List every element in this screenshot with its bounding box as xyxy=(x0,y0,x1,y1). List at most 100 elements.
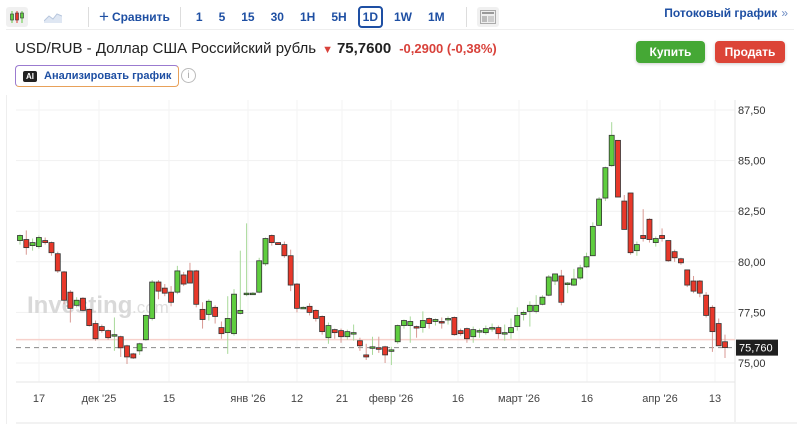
candle xyxy=(464,328,470,340)
y-tick-label: 82,50 xyxy=(738,206,766,218)
area-chart-icon[interactable] xyxy=(42,7,64,27)
timeframe-1m[interactable]: 1M xyxy=(428,9,445,24)
candle xyxy=(722,341,728,349)
candle xyxy=(382,346,388,356)
candle xyxy=(709,306,716,333)
candle xyxy=(438,321,445,324)
candlestick-chart[interactable]: 87,50 85,00 82,50 80,00 77,50 75,00 17 дек '25 1… xyxy=(7,95,800,424)
candle xyxy=(224,318,231,334)
price-chart[interactable]: 87,50 85,00 82,50 80,00 77,50 75,00 17 дек '25 1… xyxy=(6,95,800,424)
candle xyxy=(262,238,269,265)
candle xyxy=(180,274,187,285)
candle xyxy=(571,278,577,286)
candle xyxy=(696,280,703,294)
candlestick-icon[interactable] xyxy=(6,6,28,27)
compare-button[interactable]: + Сравнить xyxy=(99,6,170,26)
candle xyxy=(476,330,483,333)
y-tick-label: 85,00 xyxy=(738,156,766,168)
timeframe-5[interactable]: 5 xyxy=(218,9,226,24)
divider xyxy=(465,6,467,27)
candle xyxy=(489,327,495,330)
candle xyxy=(684,269,691,286)
candle xyxy=(394,325,401,343)
x-tick-label: март '26 xyxy=(498,393,540,405)
candle xyxy=(520,311,527,315)
candle xyxy=(344,331,351,338)
candle xyxy=(615,139,621,198)
y-tick-label: 80,00 xyxy=(738,257,766,269)
candle xyxy=(294,283,300,309)
timeframe-1h[interactable]: 1H xyxy=(299,9,316,24)
candle xyxy=(495,327,502,335)
candle xyxy=(539,296,546,305)
candle xyxy=(42,240,49,243)
streaming-chart-link[interactable]: Потоковый график» xyxy=(664,6,788,20)
candle xyxy=(67,291,74,309)
candle xyxy=(136,343,143,352)
candle xyxy=(482,328,489,334)
candle xyxy=(533,304,540,312)
candle xyxy=(92,323,99,340)
x-tick-label: 15 xyxy=(163,393,175,405)
candle xyxy=(17,235,23,241)
candle xyxy=(231,293,237,335)
timeframe-15[interactable]: 15 xyxy=(241,9,255,24)
timeframe-1d[interactable]: 1D xyxy=(357,5,383,28)
candle xyxy=(54,253,61,272)
x-tick-label: 16 xyxy=(452,393,464,405)
candle xyxy=(526,304,533,312)
candle xyxy=(552,273,558,282)
candle xyxy=(703,294,710,316)
sell-button[interactable]: Продать xyxy=(715,41,785,63)
candle xyxy=(124,345,130,358)
candle xyxy=(331,329,338,334)
buy-button[interactable]: Купить xyxy=(636,41,705,63)
candle xyxy=(86,308,93,326)
candle xyxy=(652,238,659,243)
candle xyxy=(646,218,653,240)
x-tick-label: 17 xyxy=(33,393,45,405)
candle xyxy=(419,320,426,328)
candle xyxy=(640,235,647,239)
candle xyxy=(174,270,181,293)
candle xyxy=(117,336,124,349)
divider xyxy=(88,6,89,27)
candle xyxy=(602,167,609,199)
x-tick-label: апр '26 xyxy=(642,393,678,405)
ai-icon: AI xyxy=(23,70,37,82)
info-icon[interactable]: i xyxy=(181,68,196,83)
candle xyxy=(564,282,571,285)
candle xyxy=(155,281,162,292)
candle xyxy=(665,240,672,262)
candle xyxy=(621,200,628,230)
plus-icon: + xyxy=(99,6,109,26)
candle xyxy=(319,316,326,333)
analyze-chart-button[interactable]: AI Анализировать график xyxy=(15,65,180,87)
candle xyxy=(61,271,67,301)
candle xyxy=(369,346,376,349)
instrument-title: USD/RUB - Доллар США Российский рубль xyxy=(15,40,317,57)
x-tick-label: 13 xyxy=(709,393,721,405)
chart-toolbar: + Сравнить 1 5 15 30 1H 5H 1D 1W 1M xyxy=(6,4,794,30)
candle xyxy=(187,270,193,284)
timeframe-30[interactable]: 30 xyxy=(270,9,284,24)
layout-icon[interactable] xyxy=(476,6,499,27)
candle xyxy=(426,318,433,324)
candle xyxy=(168,291,174,303)
divider xyxy=(179,6,181,27)
candle xyxy=(715,323,722,347)
double-chevron-right-icon: » xyxy=(781,6,788,20)
timeframe-1w[interactable]: 1W xyxy=(394,9,412,24)
candle xyxy=(205,300,212,315)
candle xyxy=(243,292,250,296)
timeframe-5h[interactable]: 5H xyxy=(331,9,347,24)
last-price-badge xyxy=(736,339,778,356)
timeframe-1[interactable]: 1 xyxy=(195,9,203,24)
arrow-down-icon: ▼ xyxy=(322,44,333,56)
candle xyxy=(627,192,634,254)
candle xyxy=(218,327,225,335)
x-tick-label: 21 xyxy=(336,393,348,405)
candle xyxy=(281,244,288,257)
candle xyxy=(558,275,565,303)
x-tick-label: 16 xyxy=(581,393,593,405)
